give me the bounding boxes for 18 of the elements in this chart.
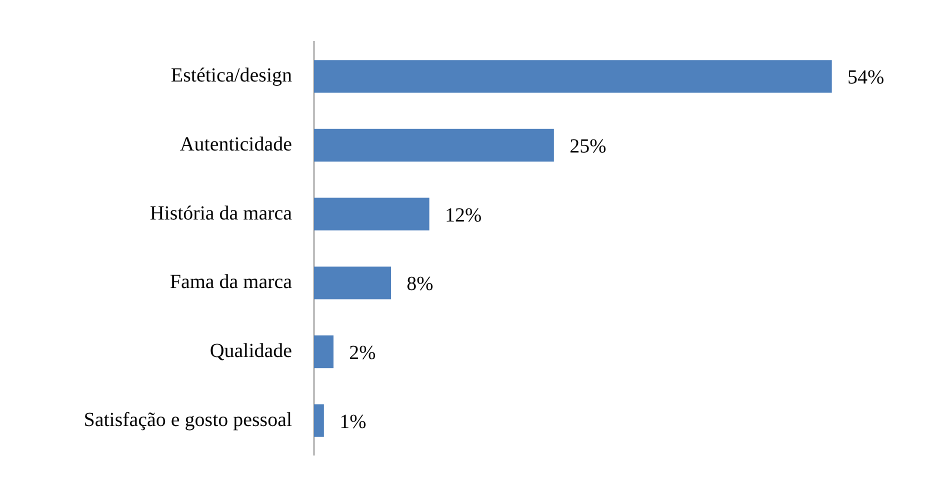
data-label: 8% xyxy=(406,273,434,296)
bar xyxy=(314,266,391,300)
y-tick-label: Autenticidade xyxy=(180,134,292,156)
y-tick-label: Qualidade xyxy=(210,340,292,362)
y-tick-label: Fama da marca xyxy=(170,271,292,294)
bar xyxy=(314,335,334,368)
y-tick-label: História da marca xyxy=(150,202,292,224)
y-tick-label: Estética/design xyxy=(170,64,292,87)
data-label: 2% xyxy=(349,342,376,364)
data-label: 1% xyxy=(340,410,366,433)
bar xyxy=(314,198,430,230)
y-tick-label: Satisfação e gosto pessoal xyxy=(84,408,292,431)
data-label: 12% xyxy=(445,204,482,226)
data-label: 54% xyxy=(848,66,884,89)
data-label: 25% xyxy=(570,136,606,158)
bar xyxy=(314,60,832,93)
bar xyxy=(314,128,554,162)
bar xyxy=(314,404,324,437)
